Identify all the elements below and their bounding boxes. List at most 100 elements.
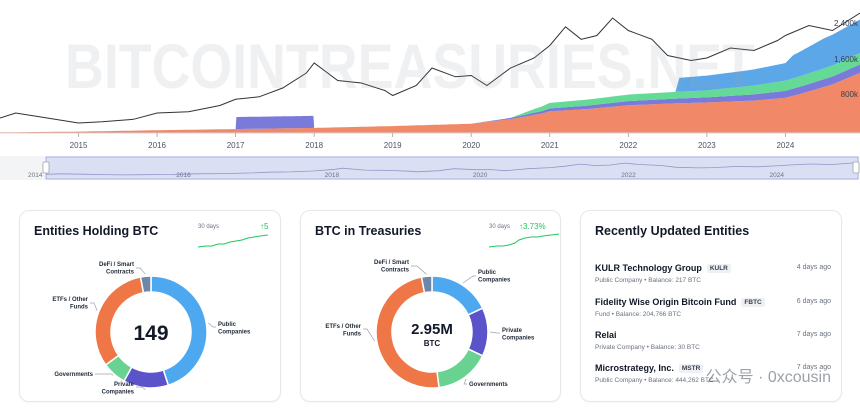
donut-slice-defi-smart-contracts[interactable] [420, 275, 433, 294]
treasuries-card-title: BTC in Treasuries [315, 224, 422, 238]
btc-price-line [0, 12, 860, 124]
time-range-navigator[interactable]: 2014 2016 2018 2020 2022 2024 [0, 156, 860, 180]
recent-entity-details: Private Company • Balance: 30 BTC [595, 344, 700, 351]
donut-label: Companies [478, 278, 511, 284]
navigator-right-handle[interactable] [852, 161, 860, 174]
navigator-tick-label: 2022 [621, 172, 636, 179]
ticker-badge: FBTC [741, 298, 765, 307]
donut-center-unit: BTC [424, 339, 441, 348]
donut-label: Private [114, 382, 135, 388]
chart-price-line [0, 12, 860, 124]
entities-spark-value: ↑5 [260, 222, 269, 231]
area-series-1 [0, 72, 860, 133]
recent-entity-name[interactable]: Fidelity Wise Origin Bitcoin Fund FBTC [595, 297, 831, 307]
y-tick-label: 1,600k [834, 55, 859, 64]
entity-name-text: Microstrategy, Inc. [595, 363, 674, 373]
x-tick-label: 2019 [384, 141, 402, 150]
x-tick-label: 2023 [698, 141, 716, 150]
donut-leader-line [208, 322, 216, 328]
area-series-3 [0, 52, 860, 133]
entities-holding-card[interactable]: Entities Holding BTC 30 days ↑5 Public Co… [19, 210, 281, 402]
donut-leader-line [462, 275, 476, 284]
navigator-tick-label: 2014 [28, 172, 43, 179]
entities-donut-chart[interactable]: Public Companies Private Companies Governmen… [20, 256, 282, 403]
treasuries-spark-value: ↑3.73% [519, 222, 546, 231]
btc-holdings-area-chart[interactable]: BITCOINTREASURIES.NET 800k 1,600k 2,400k 2… [0, 0, 860, 158]
x-tick-label: 2021 [541, 141, 559, 150]
chart-area-series [0, 19, 860, 133]
recent-entity-time: 4 days ago [796, 264, 831, 271]
donut-label: DeFi / Smart [374, 260, 409, 266]
entity-name-text: KULR Technology Group [595, 263, 702, 273]
ticker-badge: KULR [706, 264, 731, 273]
x-tick-label: 2018 [305, 141, 323, 150]
x-tick-label: 2020 [462, 141, 480, 150]
entity-name-text: Relai [595, 330, 617, 340]
donut-label: Public [478, 270, 497, 276]
donut-leader-line [463, 378, 467, 385]
x-tick-label: 2017 [227, 141, 245, 150]
navigator-left-handle[interactable] [42, 161, 50, 174]
donut-center-value: 149 [133, 322, 168, 345]
recent-entity-name[interactable]: KULR Technology Group KULR [595, 263, 831, 273]
recent-entity-name[interactable]: Relai [595, 330, 831, 340]
donut-leader-line [489, 331, 500, 334]
donut-leader-line [136, 267, 146, 275]
entities-sparkline [198, 234, 269, 248]
footer-watermark: 公众号 · 0xcousin [705, 369, 831, 386]
donut-leader-line [411, 265, 427, 275]
recent-entity-details: Public Company • Balance: 444,262 BTC [595, 377, 714, 384]
navigator-ticks: 2014 2016 2018 2020 2022 2024 [28, 172, 784, 179]
donut-slice-private-companies[interactable] [467, 307, 489, 357]
donut-label: ETFs / Other [52, 297, 88, 303]
navigator-tick-label: 2024 [770, 172, 785, 179]
navigator-selection[interactable] [45, 156, 859, 180]
recent-entity-row[interactable]: Relai Private Company • Balance: 30 BTC 7 … [595, 330, 831, 351]
entity-name-text: Fidelity Wise Origin Bitcoin Fund [595, 297, 737, 307]
donut-label: Contracts [106, 270, 135, 276]
donut-label: Companies [218, 330, 251, 336]
treasuries-spark-label: 30 days [489, 224, 511, 230]
donut-slice-public-companies[interactable] [431, 275, 484, 316]
donut-leader-line [95, 373, 113, 376]
navigator-tick-label: 2018 [325, 172, 340, 179]
btc-in-treasuries-card[interactable]: BTC in Treasuries 30 days ↑3.73% Public C… [300, 210, 561, 402]
recent-entity-details: Fund • Balance: 204,766 BTC [595, 311, 682, 318]
recent-entity-row[interactable]: KULR Technology Group KULR Public Company … [595, 263, 831, 284]
recent-entity-row[interactable]: Fidelity Wise Origin Bitcoin Fund FBTC Fun… [595, 297, 831, 318]
donut-label: Funds [343, 332, 362, 338]
donut-label: Companies [102, 390, 135, 396]
navigator-tick-label: 2016 [176, 172, 191, 179]
y-tick-label: 2,400k [834, 19, 859, 28]
donut-slice-defi-smart-contracts[interactable] [139, 275, 152, 294]
recent-entity-time: 6 days ago [796, 298, 831, 305]
donut-label: Governments [54, 372, 93, 378]
donut-label: Contracts [381, 268, 410, 274]
recent-entity-row[interactable]: Microstrategy, Inc. MSTR Public Company • … [595, 363, 831, 384]
recently-updated-card[interactable]: Recently Updated Entities KULR Technolog… [580, 210, 842, 402]
donut-slice-etfs-other-funds[interactable] [94, 276, 145, 366]
donut-leader-line [90, 302, 98, 311]
donut-center-value: 2.95M [411, 321, 453, 338]
x-tick-label: 2022 [619, 141, 637, 150]
entities-spark-label: 30 days [198, 224, 220, 230]
recent-entity-name[interactable]: Microstrategy, Inc. MSTR [595, 363, 831, 373]
chart-watermark: BITCOINTREASURIES.NET [65, 32, 755, 102]
y-axis-ticks: 800k 1,600k 2,400k [834, 19, 859, 99]
navigator-tick-label: 2020 [473, 172, 488, 179]
recent-card-title: Recently Updated Entities [595, 224, 750, 238]
y-tick-label: 800k [841, 90, 859, 99]
donut-leader-line [136, 386, 146, 390]
x-tick-label: 2024 [776, 141, 794, 150]
x-axis-ticks: 2015 2016 2017 2018 2019 2020 2021 2022 2023 2024 [70, 133, 795, 150]
x-tick-label: 2015 [70, 141, 88, 150]
donut-leader-line [363, 328, 375, 342]
navigator-mini-line [45, 162, 859, 176]
donut-label: Companies [502, 336, 535, 342]
recent-entity-details: Public Company • Balance: 217 BTC [595, 277, 701, 284]
recent-entity-time: 7 days ago [796, 364, 831, 371]
treasuries-donut-chart[interactable]: Public Companies Private Companies Governmen… [301, 256, 563, 403]
donut-label: ETFs / Other [325, 324, 361, 330]
area-series-2 [0, 64, 860, 133]
donut-label: Public [218, 322, 237, 328]
